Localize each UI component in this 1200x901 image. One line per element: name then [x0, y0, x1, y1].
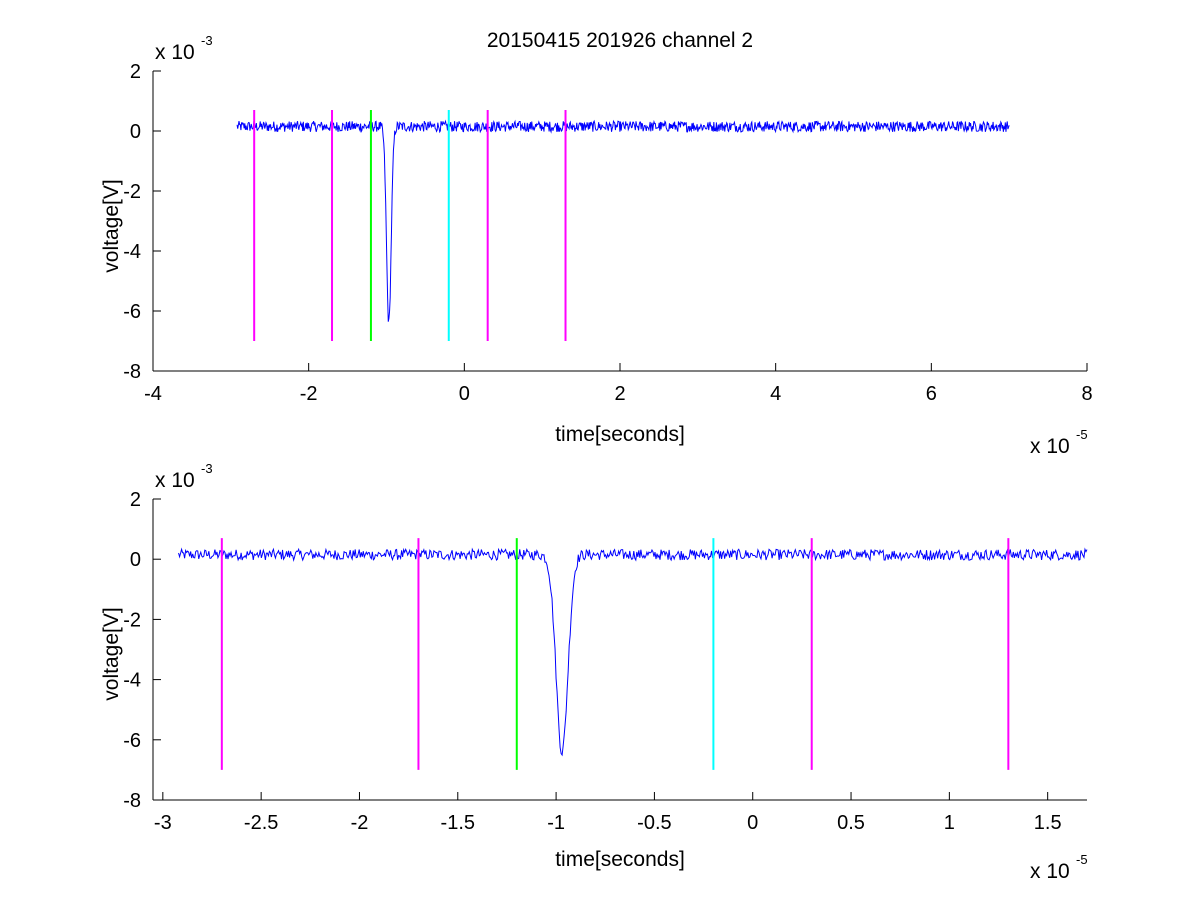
top-x-tick-label: -4 [144, 383, 162, 405]
bottom-marker-layer [220, 538, 1010, 770]
bottom-x-tick-label: 0 [747, 812, 758, 834]
bottom-signal-layer [178, 547, 1088, 757]
bottom-y-tick-label: 0 [130, 549, 141, 571]
top-x-exponent-base: x 10 [1030, 435, 1070, 458]
bottom-x-tick-label: -0.5 [637, 812, 671, 834]
top-marker-layer [253, 110, 567, 341]
top-x-tick-label: 4 [770, 383, 781, 405]
top-x-tick-label: 6 [926, 383, 937, 405]
bottom-x-tick-label: -1 [547, 812, 565, 834]
top-x-tick-label: -2 [300, 383, 318, 405]
top-y-tick-label: -2 [123, 181, 141, 203]
top-y-tick-label: 2 [130, 61, 141, 83]
bottom-x-tick-label: -3 [154, 812, 172, 834]
bottom-x-tick-label: -1.5 [441, 812, 475, 834]
top-x-exponent-power: -5 [1076, 427, 1088, 442]
top-x-axis-label: time[seconds] [555, 423, 685, 446]
figure-title: 20150415 201926 channel 2 [487, 29, 753, 52]
bottom-x-axis-label: time[seconds] [555, 848, 685, 871]
top-signal-line [236, 119, 1010, 322]
top-plot: -4 -2 0 2 4 6 8 -8 -6 -4 -2 0 2 time[seconds] voltag… [100, 33, 1093, 458]
bottom-x-exponent-power: -5 [1076, 852, 1088, 867]
top-signal-layer [236, 119, 1010, 322]
top-x-tick-label: 0 [459, 383, 470, 405]
top-x-exponent: x 10 -5 [1030, 427, 1088, 458]
top-y-exponent: x 10 -3 [155, 33, 213, 64]
bottom-plot: -3 -2.5 -2 -1.5 -1 -0.5 0 0.5 1 1.5 -8 -6 -4 -2 0 2 tim… [100, 461, 1088, 883]
bottom-y-exponent-base: x 10 [155, 469, 195, 492]
bottom-x-tick-label: 0.5 [837, 812, 865, 834]
bottom-x-exponent-base: x 10 [1030, 860, 1070, 883]
top-y-tick-label: -8 [123, 361, 141, 383]
top-y-tick-label: -4 [123, 241, 141, 263]
bottom-signal-line [178, 547, 1088, 757]
bottom-y-tick-label: -8 [123, 790, 141, 812]
top-axes-layer: -4 -2 0 2 4 6 8 -8 -6 -4 -2 0 2 [123, 61, 1092, 405]
top-y-tick-label: 0 [130, 121, 141, 143]
top-y-axis-label: voltage[V] [100, 179, 123, 272]
bottom-y-tick-label: -4 [123, 670, 141, 692]
bottom-y-tick-label: -2 [123, 609, 141, 631]
top-x-tick-label: 2 [614, 383, 625, 405]
bottom-y-axis-label: voltage[V] [100, 607, 123, 700]
bottom-y-exponent: x 10 -3 [155, 461, 213, 492]
top-x-tick-label: 8 [1081, 383, 1092, 405]
bottom-x-tick-label: -2 [351, 812, 369, 834]
bottom-x-tick-label: -2.5 [244, 812, 278, 834]
top-y-exponent-power: -3 [201, 33, 213, 48]
bottom-x-exponent: x 10 -5 [1030, 852, 1088, 883]
bottom-y-tick-label: 2 [130, 489, 141, 511]
bottom-axes-layer: -3 -2.5 -2 -1.5 -1 -0.5 0 0.5 1 1.5 -8 -6 -4 -2 0 2 [123, 489, 1087, 834]
top-y-tick-label: -6 [123, 301, 141, 323]
bottom-x-tick-label: 1 [944, 812, 955, 834]
bottom-y-tick-label: -6 [123, 730, 141, 752]
bottom-y-exponent-power: -3 [201, 461, 213, 476]
top-y-exponent-base: x 10 [155, 41, 195, 64]
bottom-x-tick-label: 1.5 [1034, 812, 1062, 834]
